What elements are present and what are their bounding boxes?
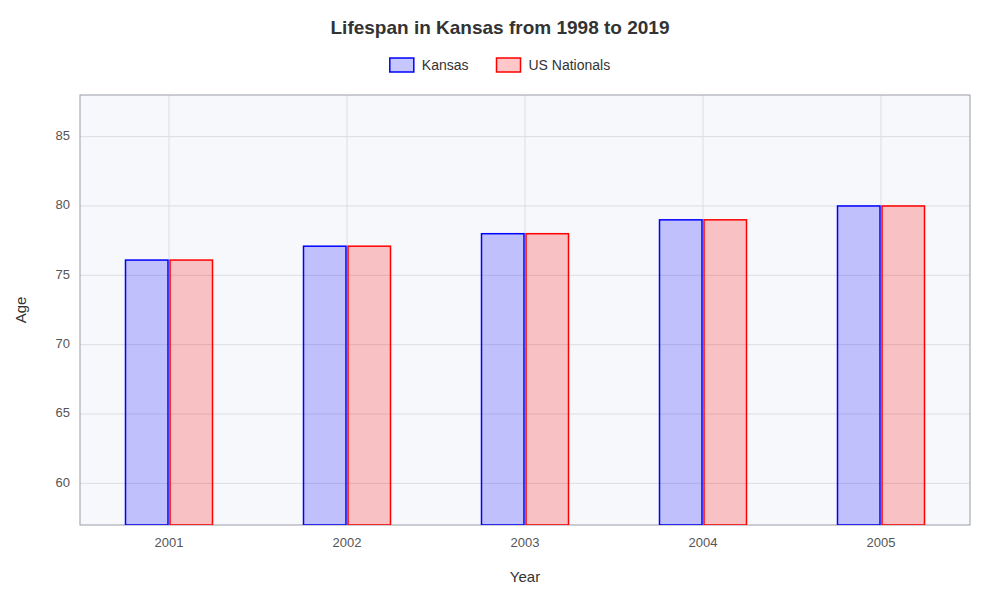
legend-swatch — [497, 58, 521, 72]
legend-label: US Nationals — [529, 57, 611, 73]
bars — [126, 206, 925, 525]
bar — [660, 220, 703, 525]
grid — [80, 95, 970, 525]
title: Lifespan in Kansas from 1998 to 2019 — [331, 17, 670, 38]
y-tick-label: 65 — [56, 405, 70, 420]
x-tick-label: 2002 — [333, 535, 362, 550]
y-tick-label: 75 — [56, 267, 70, 282]
bar — [526, 234, 569, 525]
y-tick-label: 70 — [56, 336, 70, 351]
x-tick-label: 2005 — [867, 535, 896, 550]
y-tick-label: 60 — [56, 475, 70, 490]
axes: 60 65 70 75 80 85 2001 2002 2003 2004 2005 — [56, 128, 896, 550]
plot-background — [80, 95, 970, 525]
x-tick-label: 2004 — [689, 535, 718, 550]
bar — [882, 206, 925, 525]
x-axis-label: Year — [510, 568, 540, 585]
bar — [482, 234, 525, 525]
x-tick-label: 2001 — [155, 535, 184, 550]
legend: Kansas US Nationals — [390, 57, 610, 73]
x-tick-label: 2003 — [511, 535, 540, 550]
legend-item: Kansas — [390, 57, 469, 73]
y-axis-label: Age — [12, 297, 29, 324]
bar — [170, 260, 213, 525]
legend-label: Kansas — [422, 57, 469, 73]
bar — [704, 220, 747, 525]
y-tick-label: 85 — [56, 128, 70, 143]
bar — [304, 246, 347, 525]
bar — [126, 260, 169, 525]
legend-item: US Nationals — [497, 57, 611, 73]
legend-swatch — [390, 58, 414, 72]
bar — [838, 206, 881, 525]
plot-frame — [80, 95, 970, 525]
bar — [348, 246, 391, 525]
y-tick-label: 80 — [56, 197, 70, 212]
chart: 60 65 70 75 80 85 2001 2002 2003 2004 2005 Year Age L… — [0, 0, 1000, 600]
